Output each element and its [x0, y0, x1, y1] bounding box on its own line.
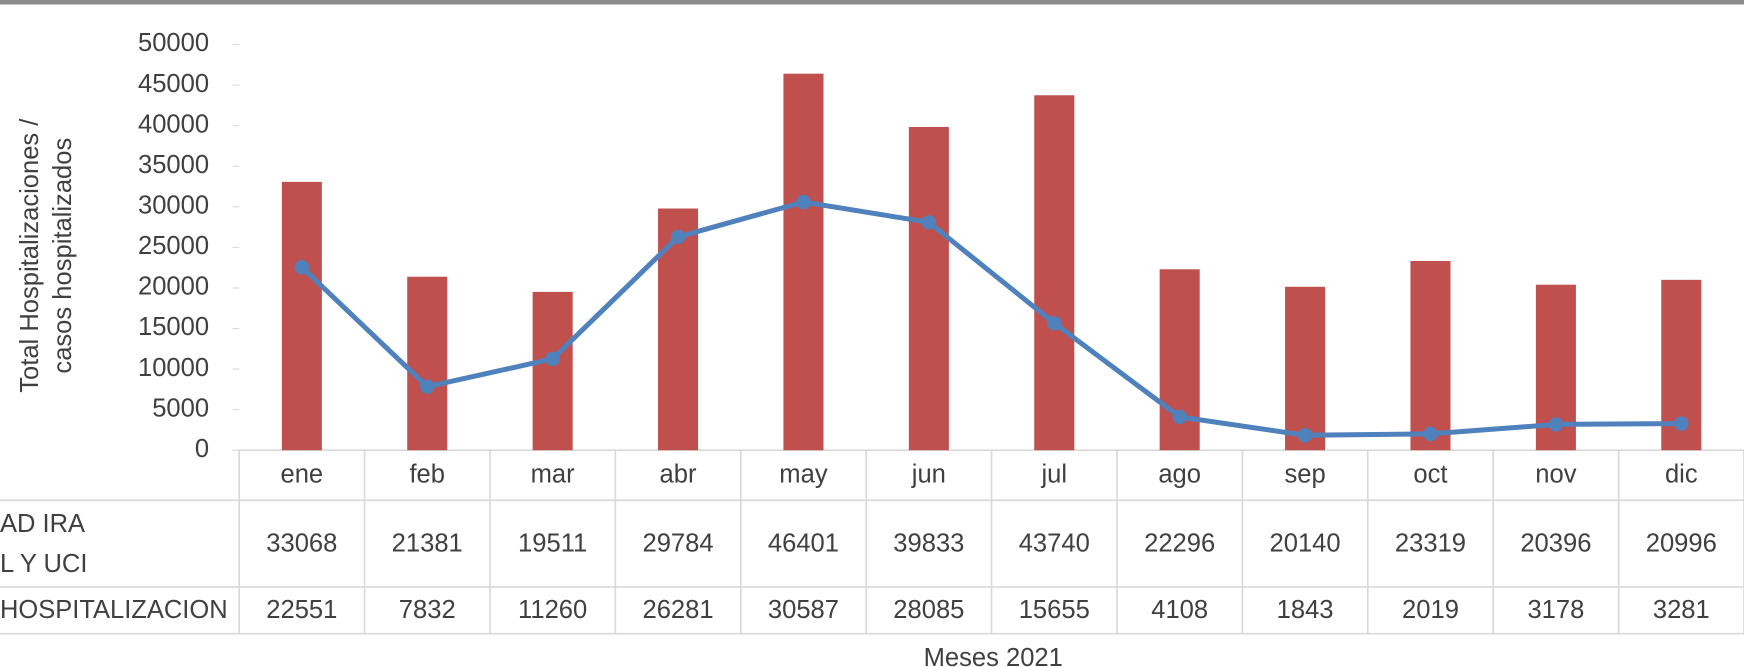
- y-tick-label: 30000: [138, 192, 209, 220]
- y-tick-label: 10000: [138, 354, 209, 382]
- marker: [1297, 428, 1313, 443]
- marker: [1674, 416, 1689, 431]
- table-cell: 3281: [1653, 596, 1710, 624]
- table-cell: 15655: [1019, 596, 1090, 624]
- bar: [783, 73, 824, 451]
- marker: [1548, 417, 1564, 432]
- table-cell: 1843: [1277, 596, 1334, 624]
- marker: [420, 379, 435, 394]
- bar: [532, 291, 573, 451]
- table-row-label: HOSPITALIZACION: [0, 596, 228, 625]
- x-tick-label: ago: [1158, 461, 1201, 489]
- marker: [921, 215, 937, 230]
- x-tick-label: dic: [1665, 461, 1698, 489]
- table-cell: 28085: [893, 596, 964, 624]
- table-cell: 20996: [1646, 529, 1717, 557]
- x-tick-label: feb: [409, 461, 445, 489]
- table-cell: 4108: [1151, 596, 1208, 624]
- table-cell: 23319: [1395, 529, 1466, 557]
- y-tick-label: 15000: [138, 313, 209, 341]
- marker: [545, 351, 560, 367]
- bar: [281, 181, 322, 451]
- bar: [1410, 260, 1451, 451]
- y-tick-label: 20000: [138, 273, 209, 301]
- table-cell: 30587: [768, 596, 839, 624]
- table-cell: 21381: [392, 529, 463, 557]
- table-cell: 46401: [768, 529, 839, 557]
- x-tick-label: ene: [281, 461, 324, 489]
- table-cell: 11260: [518, 596, 587, 624]
- table-cell: 20396: [1520, 529, 1591, 557]
- y-tick-label: 50000: [138, 29, 209, 57]
- table-cell: 20140: [1270, 529, 1341, 557]
- bar: [1034, 95, 1075, 451]
- x-tick-label: may: [779, 461, 828, 489]
- table-cell: 3178: [1527, 596, 1584, 624]
- table-cell: 22296: [1144, 529, 1215, 557]
- marker: [1047, 315, 1062, 331]
- marker: [294, 259, 310, 275]
- table-cell: 26281: [642, 596, 713, 624]
- table-cell: 29784: [642, 529, 713, 557]
- table-cell: 33068: [266, 529, 337, 557]
- x-tick-label: jun: [911, 461, 946, 489]
- y-tick-label: 5000: [152, 394, 209, 422]
- x-tick-label: abr: [660, 461, 697, 489]
- x-tick-label: mar: [531, 461, 576, 489]
- y-tick-label: 40000: [138, 110, 209, 138]
- bar: [407, 276, 448, 451]
- marker: [1423, 426, 1438, 442]
- bar: [908, 126, 949, 451]
- y-tick-label: 45000: [138, 70, 209, 98]
- table-cell: 2019: [1402, 596, 1459, 624]
- table-cell: 7832: [399, 596, 456, 624]
- x-tick-label: oct: [1413, 461, 1447, 489]
- bar: [1285, 286, 1326, 451]
- x-tick-label: nov: [1535, 461, 1576, 489]
- x-tick-label: sep: [1284, 461, 1325, 489]
- table-row-label: AD IRA L Y UCI: [0, 509, 88, 578]
- y-axis-label: casos hospitalizados: [49, 138, 77, 374]
- table-cell: 43740: [1019, 529, 1090, 557]
- table-cell: 19511: [518, 529, 587, 557]
- x-axis-label: Meses 2021: [924, 644, 1063, 667]
- marker: [670, 229, 686, 245]
- y-tick-label: 25000: [138, 232, 209, 260]
- marker: [1172, 409, 1187, 425]
- x-tick-label: jul: [1040, 461, 1067, 489]
- y-tick-label: 0: [195, 435, 209, 463]
- line: [300, 199, 1682, 438]
- bar: [658, 208, 699, 451]
- y-tick-label: 35000: [138, 151, 209, 179]
- table-cell: 39833: [893, 529, 964, 557]
- marker: [796, 194, 811, 210]
- y-axis-label: Total Hospitalizaciones /: [16, 118, 44, 393]
- table-cell: 22551: [266, 596, 337, 624]
